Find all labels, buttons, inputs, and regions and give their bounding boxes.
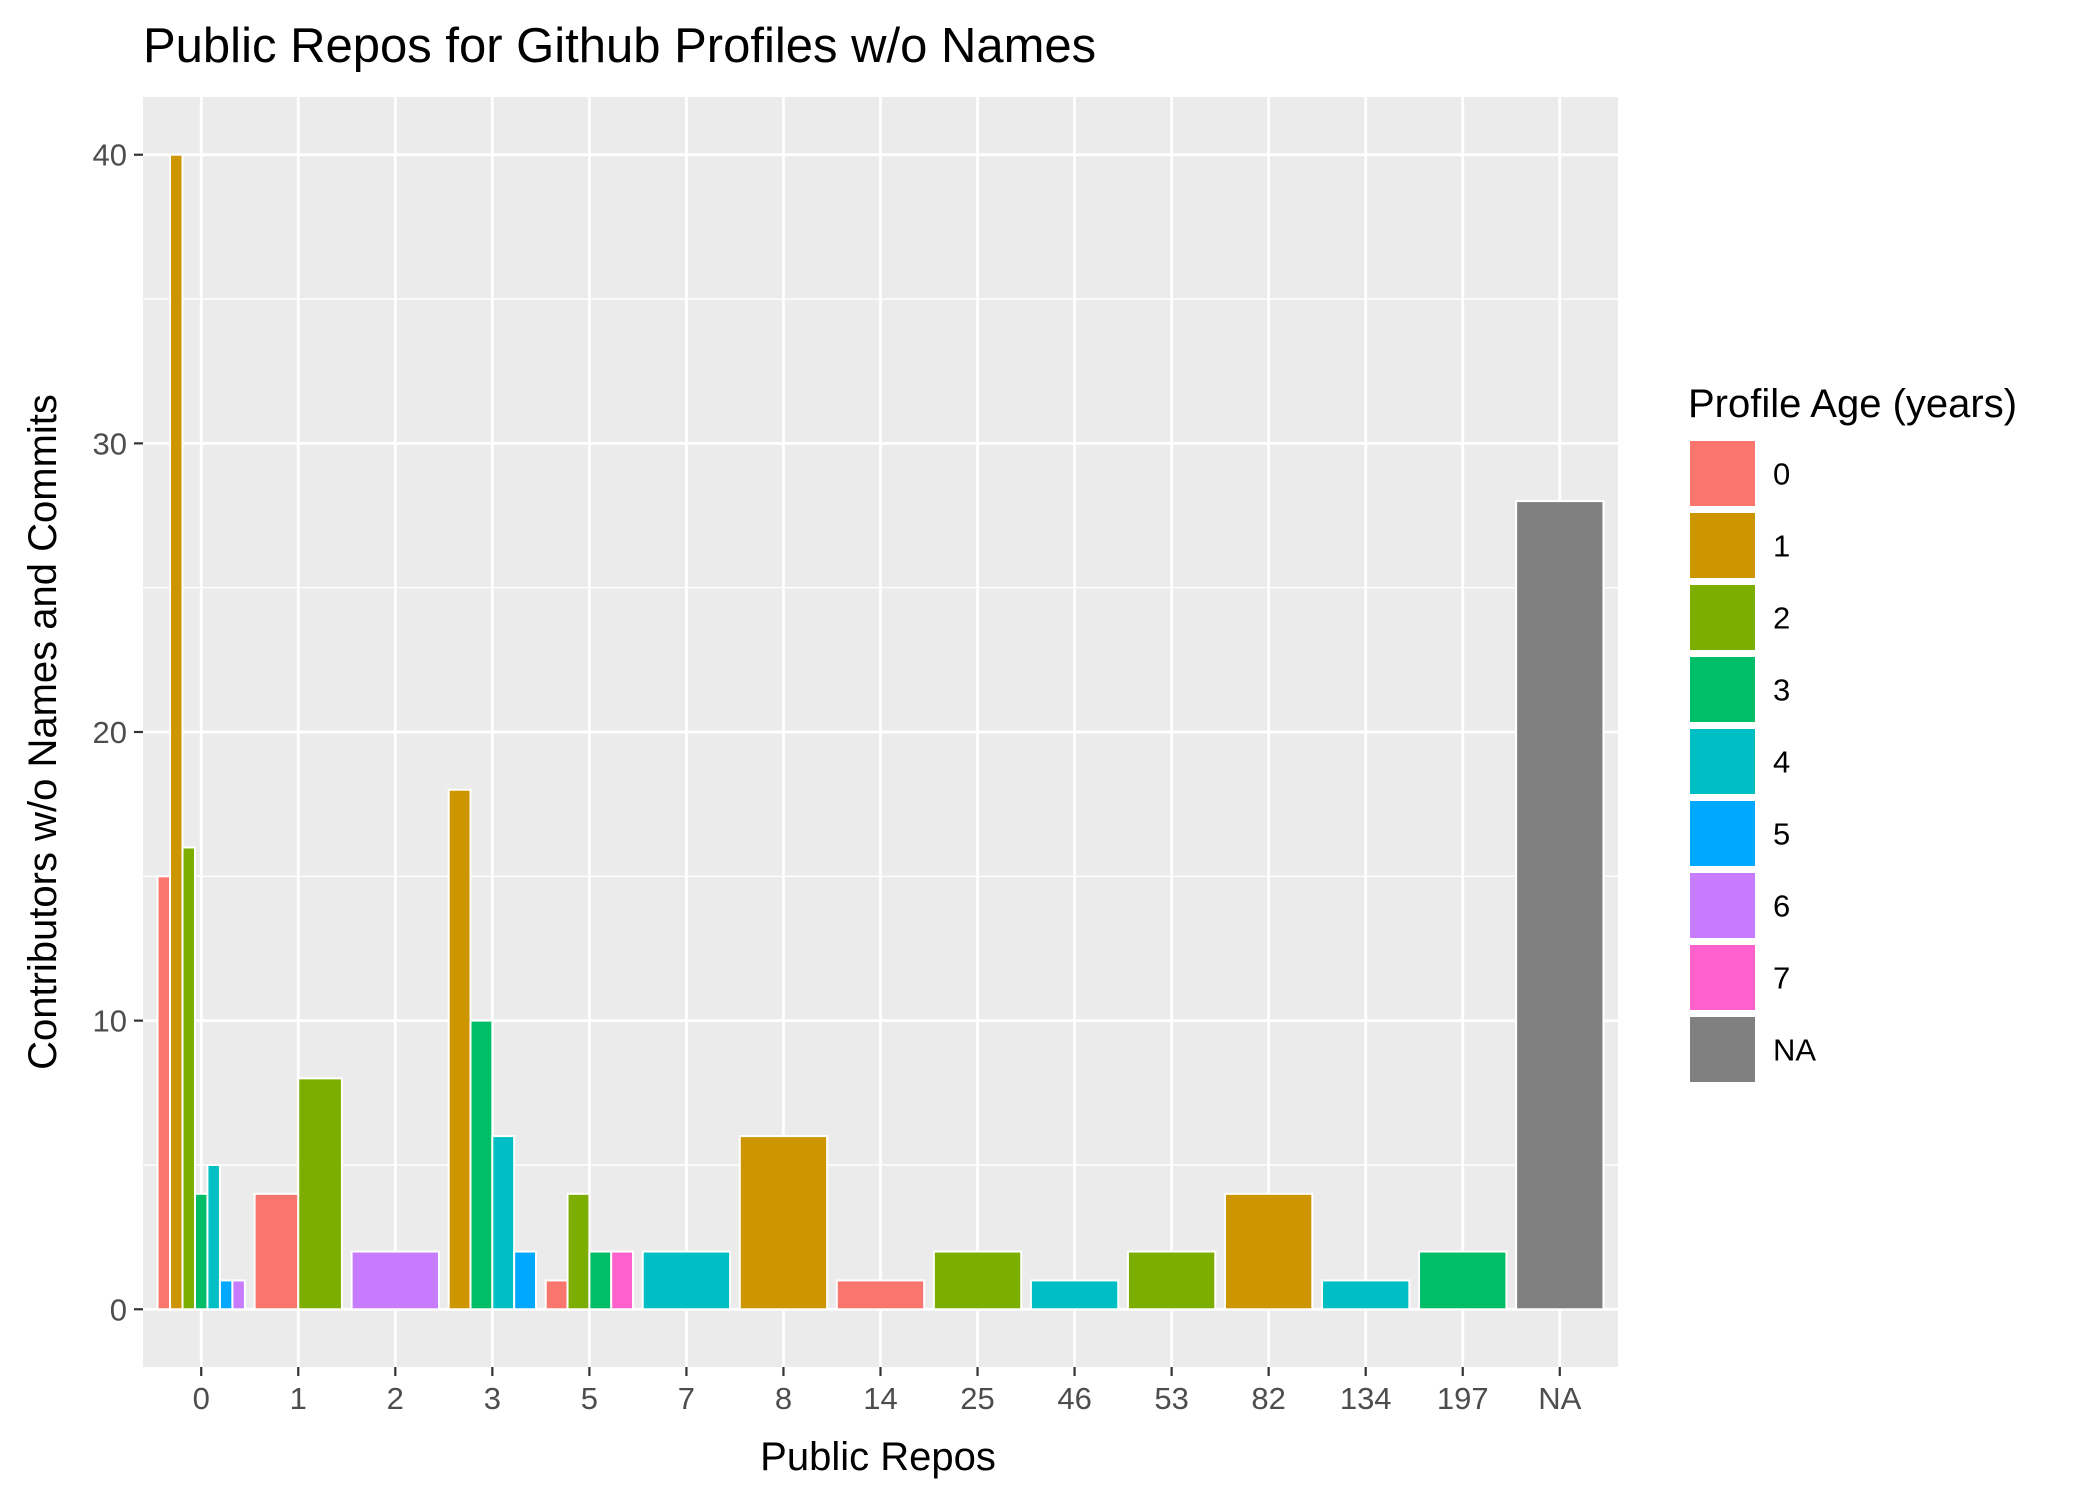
legend-swatch (1688, 943, 1757, 1012)
legend-title: Profile Age (years) (1688, 382, 2017, 426)
y-tick-label: 10 (93, 1004, 127, 1039)
chart-title: Public Repos for Github Profiles w/o Nam… (143, 19, 1096, 73)
bar (641, 1250, 732, 1311)
x-tick-label: 8 (775, 1381, 792, 1416)
bar (544, 1279, 569, 1311)
plot-panel (143, 97, 1618, 1367)
legend-label: 2 (1773, 601, 1790, 636)
bar (566, 1192, 591, 1311)
y-axis-title: Contributors w/o Names and Commits (21, 394, 65, 1070)
x-tick-label: 7 (678, 1381, 695, 1416)
legend-label: NA (1773, 1033, 1816, 1068)
bar (513, 1250, 538, 1311)
y-axis: 0 10 20 30 40 (93, 138, 143, 1327)
x-tick-label: 0 (193, 1381, 210, 1416)
y-tick-label: 20 (93, 715, 127, 750)
legend-label: 7 (1773, 961, 1790, 996)
bars (156, 153, 1605, 1311)
legend-label: 3 (1773, 673, 1790, 708)
bar (447, 788, 472, 1311)
x-axis-title: Public Repos (760, 1435, 996, 1479)
x-tick-label: 14 (863, 1381, 897, 1416)
bar (297, 1077, 343, 1311)
bar (1126, 1250, 1217, 1311)
bar (610, 1250, 635, 1311)
legend-swatch (1688, 511, 1757, 580)
bar (1515, 500, 1605, 1311)
x-tick-label: 25 (960, 1381, 994, 1416)
legend-label: 1 (1773, 529, 1790, 564)
legend-swatch (1688, 583, 1757, 652)
bar (469, 1019, 494, 1311)
bar (1223, 1192, 1314, 1311)
x-tick-label: 53 (1154, 1381, 1188, 1416)
legend-label: 6 (1773, 889, 1790, 924)
bar (1418, 1250, 1508, 1311)
x-tick-label: NA (1538, 1381, 1581, 1416)
x-tick-label: 5 (581, 1381, 598, 1416)
x-tick-label: 3 (484, 1381, 501, 1416)
legend-swatch (1688, 1015, 1757, 1084)
bar (835, 1279, 926, 1311)
x-tick-label: 1 (290, 1381, 307, 1416)
x-tick-label: 2 (387, 1381, 404, 1416)
y-tick-label: 30 (93, 426, 127, 461)
bar (932, 1250, 1023, 1311)
legend-swatch (1688, 871, 1757, 940)
legend-swatch (1688, 655, 1757, 724)
bar (169, 153, 184, 1311)
bar (181, 846, 196, 1311)
y-tick-label: 0 (110, 1292, 127, 1327)
bar (491, 1135, 516, 1311)
x-tick-label: 134 (1340, 1381, 1392, 1416)
y-tick-label: 40 (93, 138, 127, 173)
bar (231, 1279, 246, 1311)
legend: Profile Age (years) 0 1 2 3 4 5 6 7 NA (1688, 382, 2017, 1084)
bar (350, 1250, 440, 1311)
x-tick-label: 197 (1437, 1381, 1489, 1416)
legend-label: 4 (1773, 745, 1790, 780)
bar (588, 1250, 613, 1311)
bar (218, 1279, 234, 1311)
x-tick-label: 82 (1251, 1381, 1285, 1416)
legend-swatch (1688, 727, 1757, 796)
x-tick-label: 46 (1057, 1381, 1091, 1416)
legend-swatch (1688, 799, 1757, 868)
bar (1321, 1279, 1411, 1311)
legend-label: 5 (1773, 817, 1790, 852)
bar (1029, 1279, 1120, 1311)
bar (253, 1192, 300, 1311)
legend-swatch (1688, 439, 1757, 508)
bar (193, 1192, 209, 1311)
bar (156, 875, 172, 1311)
legend-label: 0 (1773, 457, 1790, 492)
x-axis: 0 1 2 3 5 7 8 14 25 46 53 82 134 197 NA (193, 1367, 1582, 1416)
bar (206, 1163, 221, 1311)
bar (738, 1135, 829, 1311)
